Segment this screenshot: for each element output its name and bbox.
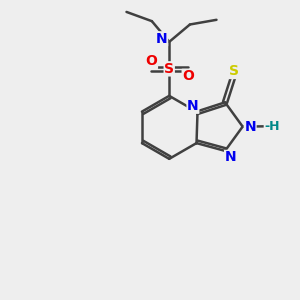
Text: S: S [229,64,239,78]
Text: S: S [164,62,174,76]
Text: O: O [182,69,194,83]
Text: N: N [187,99,199,113]
Text: -H: -H [264,120,280,133]
Text: N: N [244,120,256,134]
Text: O: O [146,54,158,68]
Text: N: N [225,151,236,164]
Text: N: N [156,32,167,46]
